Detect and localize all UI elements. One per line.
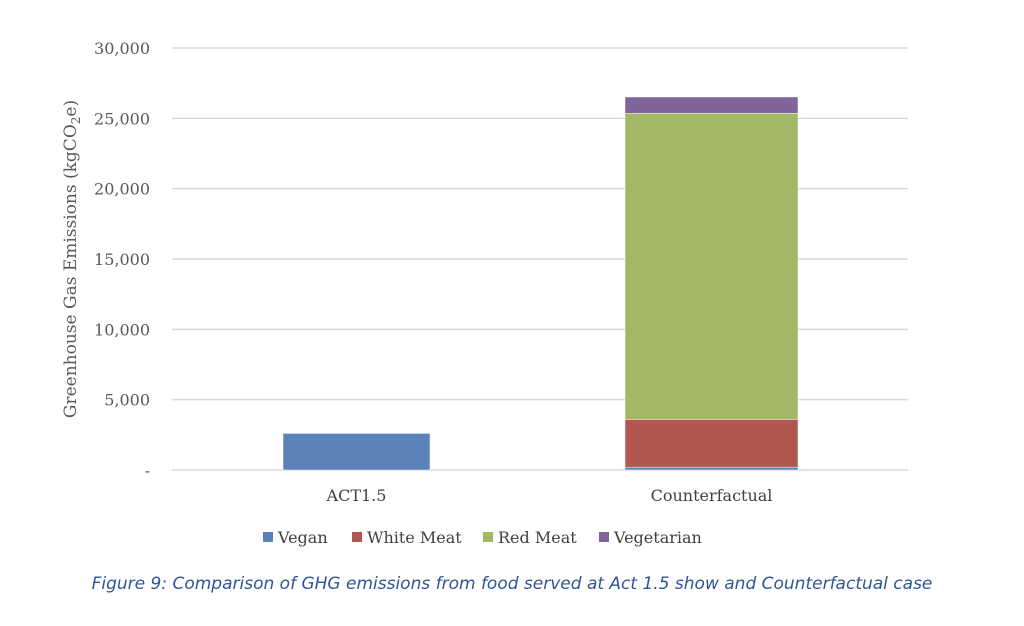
x-category-label: Counterfactual xyxy=(651,486,773,505)
legend-label: Vegan xyxy=(277,528,328,547)
y-title-end: e) xyxy=(61,100,81,117)
legend-swatch xyxy=(263,532,273,542)
bar-segment-vegetarian xyxy=(624,96,799,114)
y-title-main: Greenhouse Gas Emissions (kgCO xyxy=(61,124,81,418)
bar-segment-red-meat xyxy=(624,113,799,420)
figure-caption: Figure 9: Comparison of GHG emissions fr… xyxy=(91,574,933,594)
bar-segment-white-meat xyxy=(624,419,799,468)
bar-segment-vegan xyxy=(624,466,799,471)
legend-swatch xyxy=(483,532,493,542)
x-category-label: ACT1.5 xyxy=(326,486,387,505)
y-title-subscript: 2 xyxy=(69,117,83,125)
bar-segment-vegan xyxy=(282,433,431,471)
legend-label: Vegetarian xyxy=(613,528,702,547)
stacked-bar-chart: - 5,000 10,000 15,000 20,000 25,000 30,000 Gree… xyxy=(61,39,908,547)
y-tick-label: 5,000 xyxy=(104,391,150,410)
y-tick-label: - xyxy=(145,461,150,480)
legend-swatch xyxy=(352,532,362,542)
y-tick-label: 15,000 xyxy=(94,250,150,269)
y-axis-title: Greenhouse Gas Emissions (kgCO2e) xyxy=(61,100,83,418)
legend-swatch xyxy=(599,532,609,542)
y-tick-label: 30,000 xyxy=(94,39,150,58)
y-tick-label: 20,000 xyxy=(94,180,150,199)
legend-label: Red Meat xyxy=(498,528,577,547)
y-tick-label: 25,000 xyxy=(94,109,150,128)
legend-label: White Meat xyxy=(367,528,462,547)
y-tick-label: 10,000 xyxy=(94,320,150,339)
